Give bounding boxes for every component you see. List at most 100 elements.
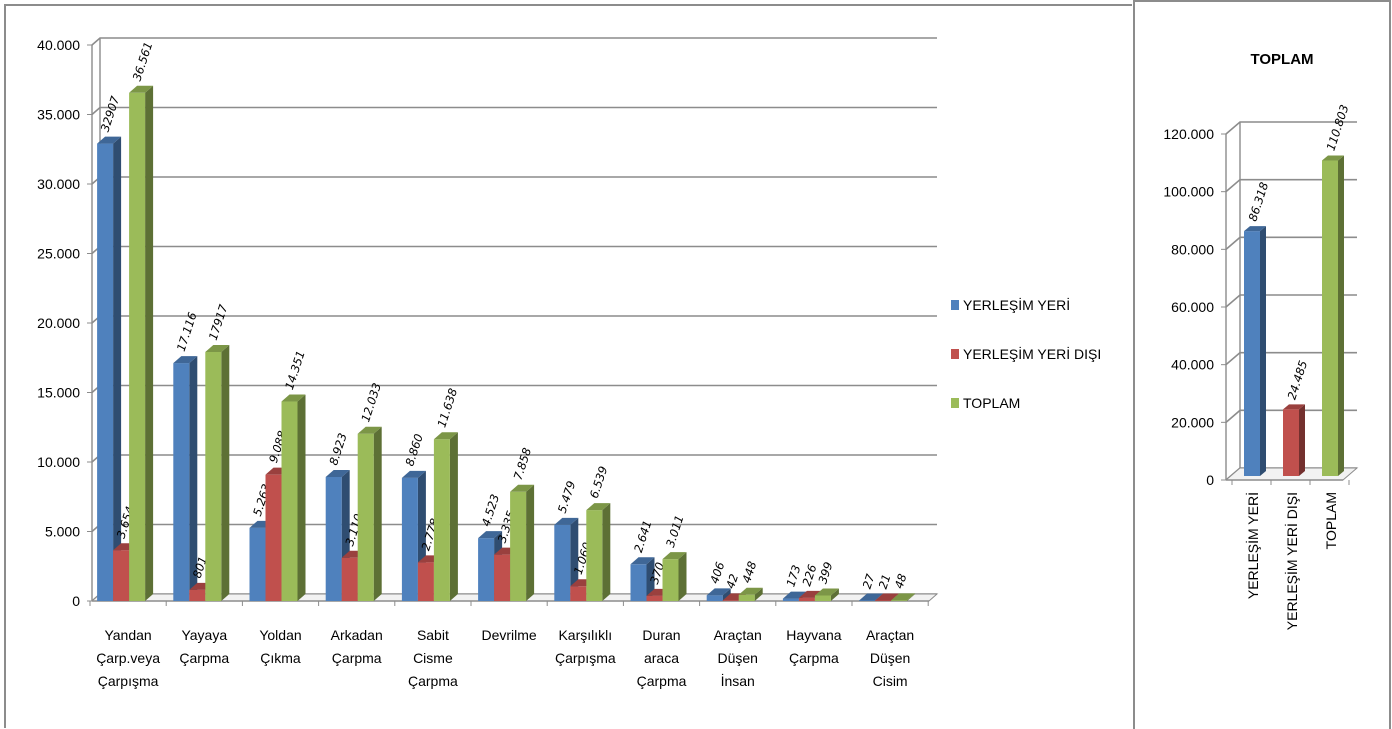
bar-front (494, 554, 511, 601)
category-label: Çarp.veya (96, 650, 160, 666)
bar-front (325, 476, 342, 601)
category-label: Düşen (870, 650, 910, 666)
legend-swatch (951, 300, 959, 310)
category-label: Hayvana (786, 627, 841, 643)
chart-title: TOPLAM (1250, 51, 1313, 68)
category-label: Cisim (873, 673, 908, 689)
bar-top (1322, 155, 1344, 161)
bar-front (1244, 231, 1260, 476)
bar-front (859, 600, 876, 601)
category-label: Çarpma (408, 673, 458, 689)
bar (173, 356, 198, 601)
bar-top (357, 426, 382, 434)
bar-top (738, 587, 763, 595)
bar-side (526, 484, 535, 601)
category-label: Araçtan (714, 627, 762, 643)
category-label: Çarpışma (98, 673, 159, 689)
bar-top (478, 531, 503, 539)
bar-side (1260, 226, 1266, 476)
bar-front (570, 586, 587, 601)
y-tick-label: 60.000 (1171, 299, 1214, 315)
data-label: 399 (815, 560, 835, 585)
y-tick-label: 40.000 (1171, 357, 1214, 373)
bar-front (630, 564, 647, 601)
bar (630, 557, 655, 601)
bar (433, 432, 458, 601)
bar-side (646, 557, 655, 601)
bar-side (221, 344, 230, 601)
bar (586, 503, 611, 601)
bar-front (401, 477, 418, 601)
bar-front (357, 433, 374, 601)
category-label: Duran (642, 627, 680, 643)
category-label: Düşen (717, 650, 757, 666)
bar-front (646, 595, 663, 601)
data-label: 24.485 (1285, 359, 1311, 402)
y-tick-label: 80.000 (1171, 241, 1214, 257)
bar-front (1283, 409, 1299, 476)
category-label: Yayaya (181, 627, 227, 643)
bar-front (738, 594, 755, 601)
bar-side (722, 588, 731, 601)
bar-top (173, 356, 198, 364)
y-tick-label: 15.000 (37, 385, 80, 401)
category-label: Sabit (417, 627, 449, 643)
bar-front (722, 600, 739, 601)
legend-label: TOPLAM (963, 395, 1020, 411)
main-chart-frame (4, 4, 1132, 728)
bar-side (602, 503, 611, 601)
bar (281, 394, 306, 601)
bar-side (1299, 404, 1305, 476)
category-label: Devrilme (481, 627, 536, 643)
bar-side (189, 356, 198, 601)
bar-top (814, 588, 839, 596)
bar-front (249, 527, 266, 601)
bar-front (113, 550, 130, 601)
y-tick-label: 120.000 (1163, 126, 1214, 142)
bar (554, 517, 579, 601)
y-tick-label: 20.000 (1171, 414, 1214, 430)
y-tick-label: 20.000 (37, 315, 80, 331)
bar-top (586, 503, 611, 511)
bar-front (891, 600, 908, 601)
bar (1283, 404, 1305, 476)
y-tick-label: 10.000 (37, 454, 80, 470)
bar-side (373, 426, 382, 601)
bar-front (97, 143, 114, 601)
total-chart-frame (1133, 0, 1391, 729)
bar-side (297, 394, 306, 601)
bar-side (113, 136, 122, 601)
bar-top (97, 136, 122, 144)
bar (891, 593, 916, 601)
bar-front (706, 595, 723, 601)
bar-front (417, 562, 434, 601)
bar-top (281, 394, 306, 402)
category-label: YERLEŞİM YERİ DIŞI (1283, 492, 1300, 630)
bar-front (189, 589, 206, 601)
category-label: Arkadan (331, 627, 383, 643)
y-tick-label: 30.000 (37, 176, 80, 192)
bar-side (1338, 155, 1344, 477)
category-label: Yandan (104, 627, 151, 643)
bar-front (1322, 160, 1338, 477)
data-label: 370 (647, 561, 667, 586)
category-label: araca (644, 650, 679, 666)
data-label: 48 (892, 572, 910, 590)
bar-top (554, 517, 579, 525)
bar (510, 484, 535, 601)
bar-top (129, 85, 154, 93)
y-tick-label: 40.000 (37, 37, 80, 53)
category-label: YERLEŞİM YERİ (1244, 492, 1261, 599)
bar-front (782, 598, 799, 601)
data-label: 226 (799, 563, 819, 588)
category-label: Çarpma (332, 650, 382, 666)
legend-swatch (951, 398, 959, 408)
category-label: Karşılıklı (558, 627, 612, 643)
bar-top (433, 432, 458, 440)
data-label: 801 (190, 555, 210, 580)
category-label: TOPLAM (1323, 492, 1339, 549)
bar-front (814, 595, 831, 601)
legend-label: YERLEŞİM YERİ (963, 296, 1070, 313)
bar-top (630, 557, 655, 565)
